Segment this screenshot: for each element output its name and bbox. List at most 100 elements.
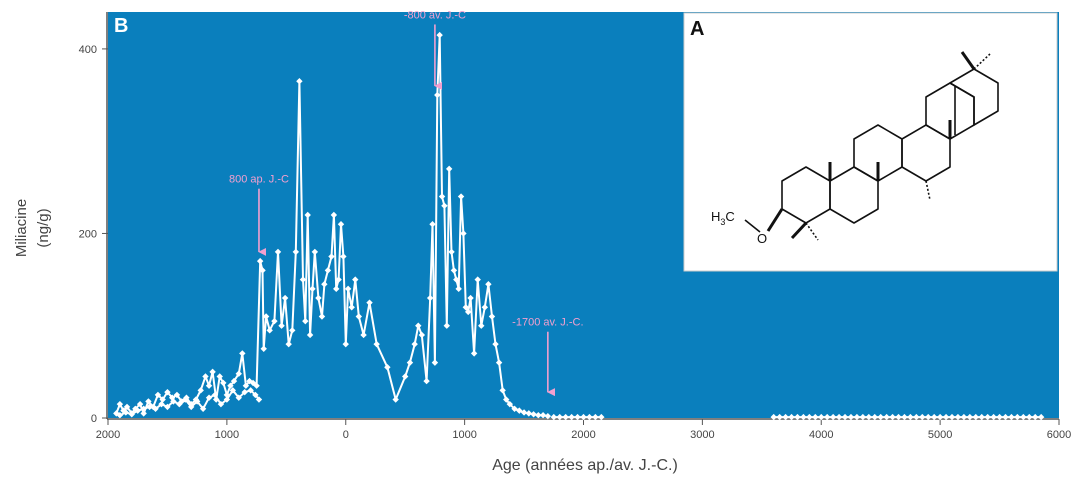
x-axis-title: Age (années ap./av. J.-C.) — [492, 457, 678, 474]
data-point — [782, 413, 789, 421]
data-point — [1032, 413, 1039, 421]
data-point — [122, 409, 130, 416]
data-point — [457, 193, 465, 200]
data-point — [462, 304, 470, 311]
data-point — [895, 413, 902, 421]
data-point — [182, 396, 189, 403]
data-point — [539, 412, 547, 419]
data-point — [859, 413, 867, 421]
data-point — [173, 391, 181, 399]
data-point — [800, 413, 807, 421]
data-point — [401, 373, 409, 380]
x-tick-label: 5000 — [928, 429, 952, 441]
data-point — [176, 400, 183, 408]
data-point — [330, 211, 338, 219]
data-point — [574, 413, 581, 421]
data-point — [823, 413, 831, 421]
data-point — [227, 382, 234, 389]
data-point — [948, 413, 956, 421]
annotation-layer: 800 ap. J.-C -800 av. J.-C -1700 av. J.-C. — [229, 9, 584, 397]
data-point — [429, 221, 436, 228]
data-point — [1008, 413, 1015, 421]
data-point — [996, 413, 1003, 421]
data-point — [598, 413, 605, 421]
data-point — [434, 91, 441, 99]
data-point — [392, 396, 399, 403]
data-point — [485, 281, 492, 288]
data-point — [193, 398, 201, 405]
methoxy-bond — [744, 219, 761, 233]
data-point — [495, 359, 503, 366]
data-point — [285, 340, 292, 348]
y-tick-label: 200 — [79, 228, 97, 240]
data-point — [516, 407, 523, 414]
data-point — [847, 413, 855, 421]
data-point — [116, 412, 124, 419]
data-point — [136, 400, 144, 408]
data-point — [306, 331, 314, 339]
data-point — [266, 327, 273, 334]
data-point — [1037, 413, 1045, 421]
data-point — [140, 405, 147, 412]
data-point — [223, 396, 231, 403]
data-point — [853, 413, 861, 421]
data-point — [123, 403, 131, 411]
data-point — [229, 387, 237, 394]
data-point — [776, 413, 783, 421]
data-point — [562, 413, 569, 421]
data-point — [241, 388, 248, 396]
methyl-bond — [790, 221, 808, 240]
x-tick-label: 3000 — [690, 429, 714, 441]
data-point — [199, 405, 207, 412]
data-point — [411, 340, 418, 348]
data-point — [154, 391, 162, 399]
methoxy-label: H3C — [711, 209, 735, 227]
data-point — [299, 276, 307, 283]
panel-a-label: A — [690, 18, 704, 40]
data-point — [984, 413, 991, 421]
data-point — [209, 368, 216, 376]
data-point — [438, 193, 446, 200]
data-point — [443, 322, 450, 329]
data-point — [348, 304, 355, 311]
data-point — [211, 391, 219, 399]
data-point — [315, 294, 322, 302]
molecule-inset: A H3 — [683, 12, 1058, 272]
data-point — [360, 331, 367, 339]
data-point — [309, 285, 316, 293]
annotation-label: -1700 av. J.-C. — [512, 317, 583, 329]
data-point — [158, 400, 165, 408]
data-point — [242, 382, 250, 389]
y-axis-title: Miliacine — [13, 199, 30, 257]
data-point — [296, 78, 303, 85]
data-point — [770, 413, 777, 421]
data-point — [344, 285, 352, 293]
data-point — [373, 340, 380, 348]
data-point — [889, 413, 896, 421]
data-point — [260, 345, 267, 352]
data-point — [164, 403, 171, 411]
data-point — [217, 400, 225, 408]
data-point — [159, 396, 166, 403]
y-tick-group: 0 200 400 — [79, 44, 108, 425]
data-point — [467, 294, 474, 302]
data-point — [152, 405, 159, 412]
data-point — [235, 394, 242, 401]
data-point — [865, 413, 872, 421]
data-point — [481, 304, 489, 311]
data-point — [423, 377, 430, 385]
data-point — [235, 370, 242, 377]
data-point — [262, 313, 270, 320]
data-point — [340, 253, 347, 260]
data-point — [478, 322, 485, 329]
data-point — [426, 294, 434, 302]
data-point — [1014, 413, 1021, 421]
data-point — [550, 413, 557, 421]
data-point — [901, 413, 908, 421]
oxygen-label: O — [757, 231, 767, 246]
data-point — [841, 413, 849, 421]
data-point — [520, 409, 528, 416]
data-point — [384, 364, 391, 371]
data-point — [580, 413, 587, 421]
data-point — [794, 413, 801, 421]
